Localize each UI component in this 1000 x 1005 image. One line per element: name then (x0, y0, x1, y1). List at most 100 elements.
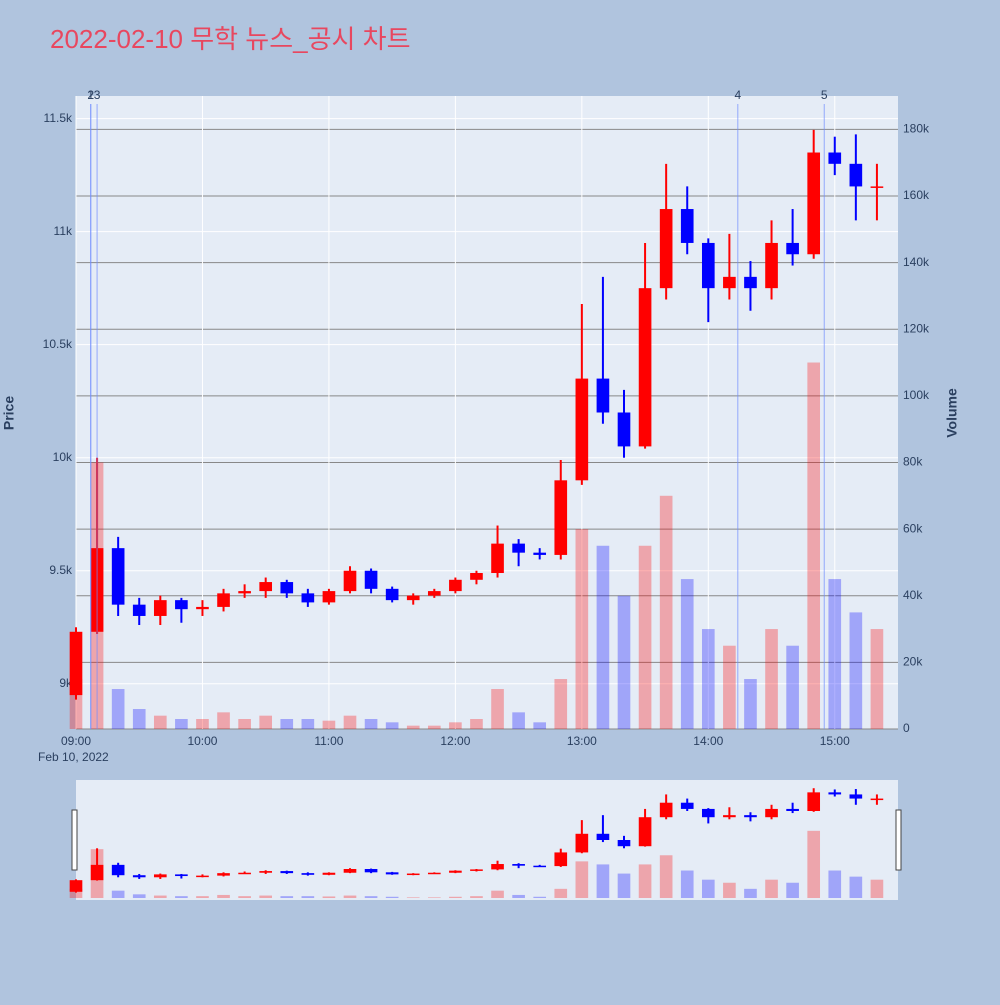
volume-bar (132, 709, 146, 729)
range-slider[interactable] (76, 780, 898, 900)
volume-bar (111, 689, 125, 729)
candle-body (322, 591, 336, 603)
volume-bar (259, 895, 273, 898)
volume-bar (175, 896, 188, 898)
candle-body (512, 864, 525, 866)
volume-bar (238, 896, 251, 898)
volume-bar (849, 612, 863, 729)
volume-bar (153, 715, 167, 729)
candle-body (111, 864, 125, 876)
candle-body (238, 591, 251, 594)
volume-bar (343, 895, 357, 898)
volume-bar (175, 719, 188, 729)
candle-body (364, 570, 378, 589)
candle-body (638, 817, 652, 847)
event-label: 1 (87, 88, 94, 102)
volume-bar (533, 896, 547, 898)
volume-bar (322, 896, 336, 898)
candle-body (449, 870, 462, 873)
y2-tick-label: 20k (903, 655, 923, 669)
volume-bar (470, 896, 483, 898)
volume-bar (554, 888, 568, 898)
candle-body (132, 875, 146, 878)
candle-body (470, 573, 483, 580)
candle-body (849, 794, 863, 799)
y-tick-label: 10k (53, 450, 73, 464)
candle-body (153, 600, 167, 616)
candle-body (744, 276, 757, 289)
candle-body (723, 276, 736, 289)
event-label: 3 (94, 88, 101, 102)
candle-body (259, 871, 273, 873)
volume-bar (765, 629, 778, 729)
volume-bar (596, 545, 610, 729)
slider-handle[interactable] (895, 809, 902, 871)
candle-body (259, 582, 273, 592)
candle-body (406, 873, 420, 876)
volume-bar (259, 715, 273, 729)
volume-bar (406, 725, 420, 729)
candle-body (596, 378, 610, 413)
volume-bar (723, 882, 736, 898)
volume-bar (849, 876, 863, 898)
volume-bar (364, 896, 378, 898)
x-tick-label: 09:00 (61, 734, 91, 748)
volume-bar (765, 879, 778, 898)
event-label: 2 (87, 88, 94, 102)
volume-bar (659, 495, 673, 729)
volume-bar (575, 529, 589, 729)
volume-bar (280, 896, 294, 898)
volume-bar (217, 712, 230, 729)
candle-body (322, 872, 336, 875)
x-tick-label: 13:00 (567, 734, 597, 748)
candle-body (765, 808, 778, 818)
volume-bar (427, 725, 441, 729)
volume-bar (744, 679, 757, 729)
candle-body (807, 152, 821, 255)
volume-bar (427, 897, 441, 898)
volume-bar (701, 879, 715, 898)
volume-bar (301, 719, 315, 729)
candle-body (343, 869, 357, 873)
candle-body (196, 606, 209, 610)
volume-bar (807, 830, 821, 898)
x-tick-label: 14:00 (693, 734, 723, 748)
y2-tick-label: 160k (903, 188, 930, 202)
y2-tick-label: 140k (903, 255, 930, 269)
candle-body (111, 548, 125, 605)
y2-tick-label: 120k (903, 321, 930, 335)
candle-body (90, 864, 104, 881)
volume-bar (406, 897, 420, 898)
candle-body (575, 833, 589, 853)
candle-body (69, 880, 83, 892)
volume-bar (828, 870, 842, 898)
volume-bar (512, 712, 525, 729)
volume-bar (617, 873, 631, 898)
candle-body (680, 209, 694, 243)
volume-bar (449, 722, 462, 729)
candle-body (701, 808, 715, 818)
volume-bar (828, 579, 842, 729)
volume-bar (807, 362, 821, 729)
y-tick-label: 11k (54, 224, 73, 238)
candle-body (280, 582, 294, 594)
candle-body (617, 412, 631, 447)
candle-body (449, 579, 462, 592)
volume-bar (491, 689, 504, 729)
slider-handle[interactable] (71, 809, 78, 871)
y2-tick-label: 40k (903, 588, 923, 602)
candle-body (132, 604, 146, 616)
volume-bar (680, 870, 694, 898)
volume-bar (280, 719, 294, 729)
candle-body (470, 869, 483, 871)
volume-bar (111, 890, 125, 898)
candle-body (196, 875, 209, 878)
volume-bar (196, 896, 209, 898)
y-tick-label: 11.5k (44, 111, 73, 125)
volume-bar (638, 864, 652, 898)
volume-bar (786, 882, 799, 898)
volume-bar (470, 719, 483, 729)
volume-bar (786, 645, 799, 729)
candle-body (638, 288, 652, 447)
